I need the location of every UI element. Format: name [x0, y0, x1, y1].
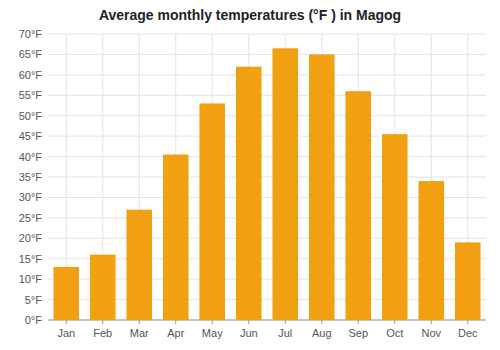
x-tick-label: Dec: [458, 327, 478, 339]
x-tick: [139, 320, 140, 324]
bar: [455, 242, 481, 320]
x-tick-label: Jan: [57, 327, 75, 339]
x-tick: [212, 320, 213, 324]
x-tick: [321, 320, 322, 324]
y-tick-label: 65°F: [19, 48, 43, 60]
y-tick-label: 60°F: [19, 69, 43, 81]
x-tick: [248, 320, 249, 324]
bar: [345, 91, 371, 320]
bar: [418, 181, 444, 320]
x-tick: [394, 320, 395, 324]
y-tick-label: 50°F: [19, 110, 43, 122]
y-tick-label: 40°F: [19, 151, 43, 163]
y-tick-label: 30°F: [19, 191, 43, 203]
y-tick-label: 0°F: [25, 314, 43, 326]
y-grid-line: [48, 156, 486, 157]
x-tick-label: Apr: [167, 327, 184, 339]
y-tick-label: 20°F: [19, 232, 43, 244]
bar: [163, 155, 189, 320]
x-tick-label: Feb: [93, 327, 112, 339]
y-grid-line: [48, 34, 486, 35]
x-tick: [102, 320, 103, 324]
bar: [199, 103, 225, 320]
x-tick-label: Sep: [348, 327, 368, 339]
y-grid-line: [48, 136, 486, 137]
y-tick-label: 15°F: [19, 253, 43, 265]
y-grid-line: [48, 95, 486, 96]
bar: [53, 267, 79, 320]
x-tick: [467, 320, 468, 324]
y-tick-label: 35°F: [19, 171, 43, 183]
x-tick: [175, 320, 176, 324]
x-tick-label: Nov: [421, 327, 441, 339]
bar: [126, 210, 152, 320]
y-tick-label: 10°F: [19, 273, 43, 285]
x-tick-label: Mar: [130, 327, 149, 339]
chart: Average monthly temperatures (°F ) in Ma…: [0, 0, 500, 350]
y-grid-line: [48, 54, 486, 55]
x-tick-label: Jun: [240, 327, 258, 339]
x-tick: [358, 320, 359, 324]
x-tick: [66, 320, 67, 324]
title: Average monthly temperatures (°F ) in Ma…: [99, 7, 401, 23]
bar: [309, 54, 335, 320]
x-tick: [285, 320, 286, 324]
bar: [90, 255, 116, 320]
y-grid-line: [48, 177, 486, 178]
x-tick-label: May: [202, 327, 223, 339]
x-tick-label: Aug: [312, 327, 332, 339]
y-grid-line: [48, 74, 486, 75]
y-tick-label: 5°F: [25, 294, 43, 306]
grid: [48, 34, 486, 320]
x-tick: [431, 320, 432, 324]
bars: [53, 48, 480, 320]
x-tick-label: Jul: [278, 327, 292, 339]
y-tick-label: 55°F: [19, 89, 43, 101]
bar: [382, 134, 408, 320]
y-tick-label: 25°F: [19, 212, 43, 224]
axes: 0°F 5°F 10°F 15°F 20°F 25°F 30°F 35°F 40°F 45°F 50…: [19, 28, 486, 339]
y-grid-line: [48, 115, 486, 116]
bar: [236, 67, 262, 320]
bar: [272, 48, 298, 320]
y-tick-label: 45°F: [19, 130, 43, 142]
y-tick-label: 70°F: [19, 28, 43, 40]
x-tick-label: Oct: [386, 327, 403, 339]
